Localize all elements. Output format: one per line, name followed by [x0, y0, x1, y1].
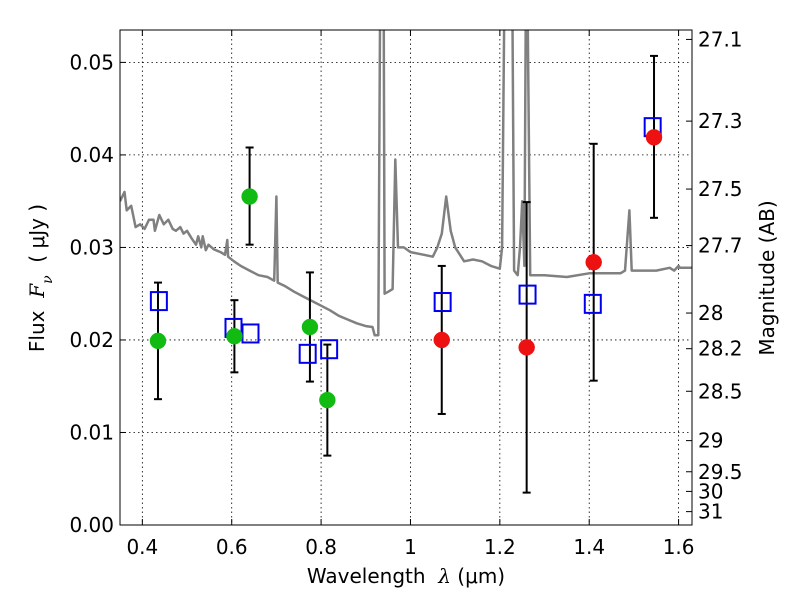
x-tick-labels: 0.4 0.6 0.8 1 1.2 1.4 1.6 — [126, 535, 694, 559]
observed-nir-point — [645, 129, 663, 146]
y-tick-label: 0.00 — [69, 513, 114, 537]
x-tick-label: 0.4 — [126, 535, 158, 559]
observed-optical-point — [241, 188, 258, 205]
y2-tick-label: 30 — [698, 479, 723, 503]
grid — [120, 30, 692, 526]
model-square-marker — [149, 291, 168, 312]
plot-frame — [119, 29, 693, 526]
observed-optical-point — [149, 332, 167, 350]
x-tick-label: 1.2 — [484, 535, 516, 559]
y2-tick-label: 27.5 — [698, 177, 743, 201]
y2-axis-label: Magnitude (AB) — [755, 200, 779, 355]
y2-tick-label: 31 — [698, 500, 723, 524]
y-tick-label: 0.02 — [69, 328, 114, 352]
y2-tick-label: 29.5 — [698, 460, 743, 484]
observed-nir-point — [433, 331, 450, 349]
model-square-marker — [241, 323, 260, 344]
points-layer — [149, 117, 663, 409]
x-tick-label: 1.4 — [573, 535, 605, 559]
model-square-marker — [518, 284, 537, 305]
x-axis-label: Wavelength λ (μm) — [307, 564, 505, 588]
y2-tick-label: 29 — [698, 429, 723, 453]
model-square-marker — [298, 343, 317, 364]
x-tick-label: 1.6 — [663, 535, 695, 559]
model-square-marker — [583, 293, 602, 314]
model-square-marker — [433, 292, 452, 313]
observed-optical-point — [226, 328, 243, 345]
observed-nir-point — [518, 339, 535, 356]
y-tick-label: 0.03 — [69, 235, 114, 259]
observed-optical-point — [301, 318, 319, 336]
y-axis-label: Flux Fν ( μJy ) — [25, 204, 56, 352]
x-tick-label: 0.8 — [305, 535, 337, 559]
x-tick-label: 0.6 — [216, 535, 248, 559]
observed-optical-point — [319, 391, 336, 409]
y2-tick-label: 28.2 — [698, 337, 743, 361]
y2-tick-label: 28.5 — [698, 379, 743, 403]
spectrum-layer — [120, 30, 692, 337]
y-tick-label: 0.05 — [69, 50, 114, 74]
y-tick-label: 0.04 — [69, 143, 114, 167]
y-tick-label: 0.01 — [69, 420, 114, 444]
observed-nir-point — [585, 253, 602, 271]
ticks — [120, 30, 692, 526]
spectrum-line — [120, 30, 692, 337]
x-tick-label: 1 — [404, 535, 417, 559]
y2-tick-label: 27.7 — [698, 234, 743, 258]
y2-tick-label: 28 — [698, 301, 723, 325]
y-tick-labels: 0.00 0.01 0.02 0.03 0.04 0.05 — [69, 50, 114, 537]
y2-tick-label: 27.3 — [698, 109, 743, 133]
model-square-marker — [320, 339, 339, 360]
y2-tick-label: 27.1 — [698, 27, 743, 51]
